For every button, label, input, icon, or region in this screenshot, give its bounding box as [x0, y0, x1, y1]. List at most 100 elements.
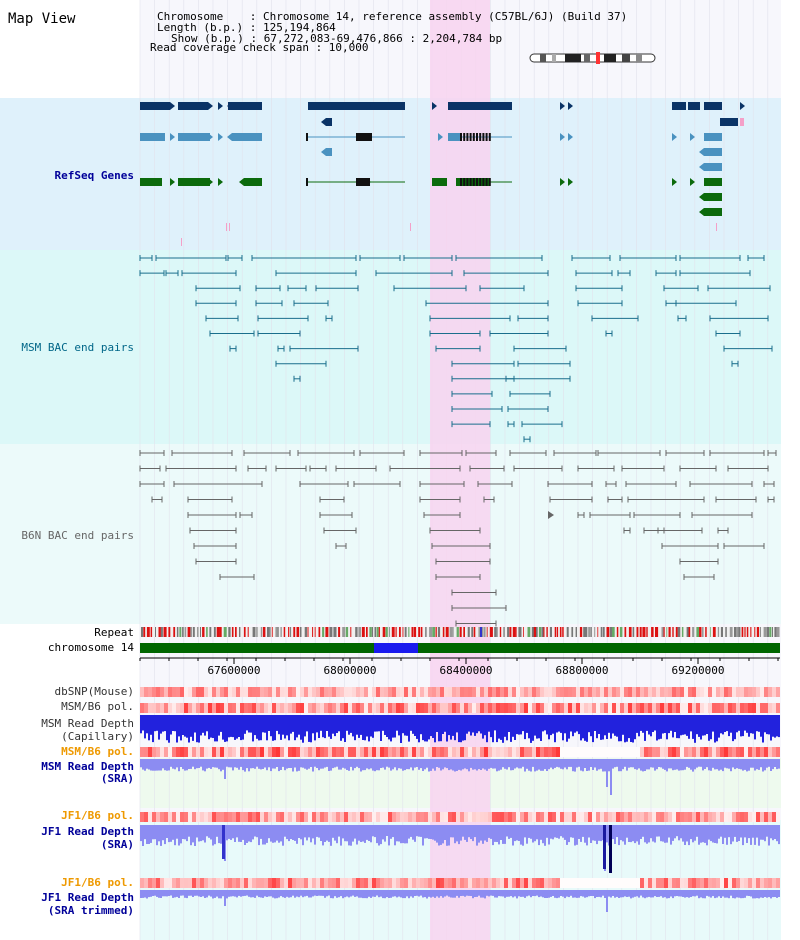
read-depth-bar: [352, 890, 354, 896]
read-depth-bar: [736, 825, 738, 842]
polymorphism-cell: [508, 687, 512, 697]
read-depth-bar: [294, 715, 296, 741]
read-depth-bar: [430, 825, 432, 839]
read-depth-bar: [280, 890, 282, 897]
polymorphism-cell: [260, 703, 264, 713]
read-depth-bar: [450, 759, 452, 770]
chromosome-selected-region[interactable]: [374, 643, 418, 653]
read-depth-bar: [594, 890, 596, 899]
polymorphism-cell: [676, 747, 680, 757]
polymorphism-cell: [516, 703, 520, 713]
read-depth-bar: [418, 759, 420, 770]
polymorphism-cell: [444, 747, 448, 757]
polymorphism-cell: [164, 878, 168, 888]
track-label-jf1-depth-1: JF1 Read Depth: [41, 825, 134, 838]
read-depth-bar: [662, 759, 664, 769]
read-depth-bar: [760, 715, 762, 737]
read-depth-bar: [626, 825, 628, 838]
read-depth-bar: [404, 715, 406, 736]
msm-bac-end-pairs-track[interactable]: [139, 255, 773, 443]
read-depth-bar: [646, 759, 648, 770]
read-depth-bar: [776, 759, 778, 770]
read-depth-bar: [278, 890, 280, 898]
read-depth-bar: [544, 759, 546, 770]
read-depth-bar: [154, 825, 156, 840]
polymorphism-cell: [328, 812, 332, 822]
polymorphism-cell: [200, 687, 204, 697]
polymorphism-cell: [512, 812, 516, 822]
read-depth-bar: [212, 715, 214, 738]
polymorphism-cell: [264, 703, 268, 713]
read-depth-bar: [200, 825, 202, 842]
polymorphism-cell: [528, 687, 532, 697]
read-depth-bar: [206, 759, 208, 769]
info-coverage-span: Read coverage check span : 10,000: [150, 41, 369, 54]
polymorphism-cell: [336, 747, 340, 757]
read-depth-bar: [700, 759, 702, 767]
read-depth-bar: [154, 890, 156, 896]
read-depth-bar: [504, 825, 506, 844]
read-depth-bar: [204, 759, 206, 772]
read-depth-bar: [342, 715, 344, 739]
read-depth-bar: [488, 890, 490, 897]
read-depth-bar: [634, 825, 636, 844]
read-depth-bar: [604, 759, 606, 772]
read-depth-bar: [226, 715, 228, 742]
read-depth-bar: [666, 715, 668, 740]
polymorphism-cell: [216, 703, 220, 713]
refseq-genes-track[interactable]: [140, 102, 745, 246]
gene-exon: [479, 178, 482, 186]
polymorphism-cell: [376, 812, 380, 822]
read-depth-bar: [672, 715, 674, 738]
polymorphism-cell: [744, 812, 748, 822]
read-depth-bar: [630, 715, 632, 742]
read-depth-bar: [160, 759, 162, 771]
polymorphism-cell: [492, 812, 496, 822]
polymorphism-cell: [264, 878, 268, 888]
read-depth-bar: [428, 715, 430, 740]
repeat-element: [651, 627, 654, 637]
gene-exon: [469, 133, 472, 141]
polymorphism-cell: [684, 747, 688, 757]
gene-exon: [356, 178, 370, 186]
read-depth-bar: [664, 890, 666, 898]
read-depth-bar: [406, 825, 408, 844]
polymorphism-cell: [284, 812, 288, 822]
polymorphism-cell: [172, 703, 176, 713]
polymorphism-cell: [276, 687, 280, 697]
repeat-element: [421, 627, 423, 637]
read-depth-bar: [576, 825, 578, 845]
read-depth-bar: [494, 759, 496, 769]
read-depth-bar: [662, 715, 664, 734]
read-depth-bar: [582, 715, 584, 739]
chromosome-ideogram[interactable]: [529, 52, 656, 64]
read-depth-bar: [168, 825, 170, 843]
read-depth-bar: [408, 890, 410, 899]
polymorphism-cell: [504, 687, 508, 697]
read-depth-bar: [584, 890, 586, 898]
chromosome-bar[interactable]: [140, 643, 780, 653]
b6n-bac-end-pairs-track[interactable]: [139, 450, 777, 627]
read-depth-bar: [216, 715, 218, 742]
polymorphism-cell: [304, 812, 308, 822]
read-depth-bar: [184, 890, 186, 898]
read-depth-bar: [496, 759, 498, 772]
read-depth-bar: [562, 715, 564, 741]
polymorphism-cell: [312, 747, 316, 757]
read-depth-bar: [426, 890, 428, 899]
pseudogene-mark: [181, 238, 182, 246]
polymorphism-cell: [468, 703, 472, 713]
read-depth-bar: [630, 890, 632, 899]
polymorphism-cell: [352, 747, 356, 757]
polymorphism-cell: [720, 812, 724, 822]
read-depth-bar: [580, 825, 582, 842]
read-depth-bar: [474, 759, 476, 770]
read-depth-bar: [684, 759, 686, 770]
gene-exon: [704, 133, 722, 141]
read-depth-bar: [694, 715, 696, 743]
read-depth-bar: [434, 759, 436, 771]
read-depth-bar: [730, 759, 732, 772]
read-depth-bar: [382, 890, 384, 899]
gene-exon: [469, 178, 472, 186]
polymorphism-cell: [708, 878, 712, 888]
